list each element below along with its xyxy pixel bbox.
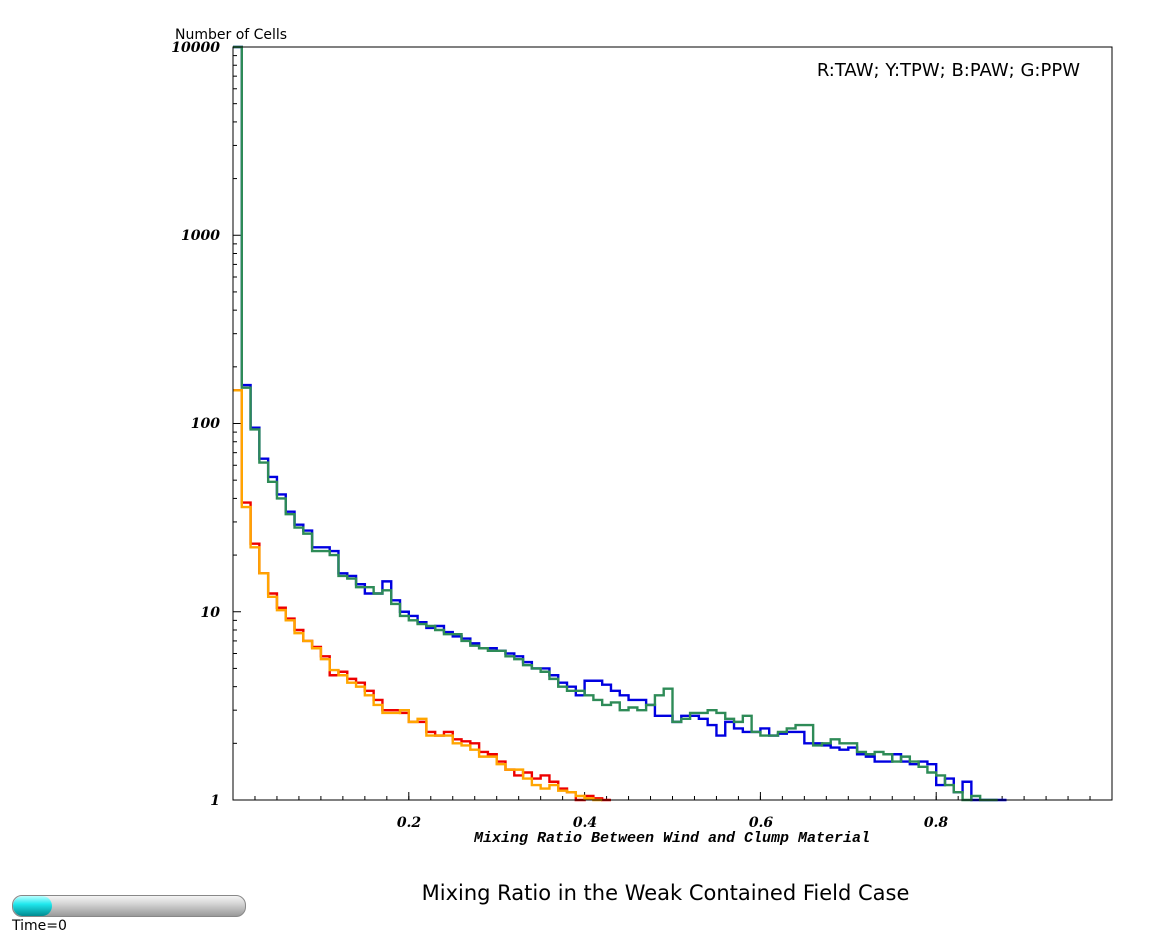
x-tick-label-0.2: 0.2 <box>397 815 422 831</box>
minor-ticks <box>233 55 1091 800</box>
y-tick-label-100: 100 <box>191 416 220 432</box>
time-slider[interactable] <box>12 895 246 917</box>
x-tick-label-0.6: 0.6 <box>749 815 774 831</box>
y-tick-label-1: 1 <box>210 793 220 809</box>
x-tick-label-0.8: 0.8 <box>924 815 949 831</box>
series-taw-line <box>233 389 611 802</box>
x-tick-label-0.4: 0.4 <box>573 815 597 831</box>
chart-title: Mixing Ratio in the Weak Contained Field… <box>421 881 910 905</box>
series-tpw-line <box>233 389 603 802</box>
y-tick-label-10000: 10000 <box>171 40 220 56</box>
y-tick-label-1000: 1000 <box>181 228 220 244</box>
series-ppw-line <box>233 45 998 802</box>
y-tick-label-10: 10 <box>201 605 221 621</box>
time-label: Time=0 <box>12 918 67 934</box>
y-tick-labels: 10000 1000 100 10 1 <box>171 40 220 809</box>
y-axis-title: Number of Cells <box>175 27 287 43</box>
series-paw-line <box>233 45 1007 802</box>
series-group <box>233 45 1007 802</box>
plot-frame <box>232 46 1113 801</box>
x-tick-labels: 0.2 0.4 0.6 0.8 <box>397 815 949 831</box>
time-slider-fill <box>13 896 53 916</box>
legend-text: R:TAW; Y:TPW; B:PAW; G:PPW <box>817 60 1080 81</box>
x-axis-title: Mixing Ratio Between Wind and Clump Mate… <box>473 830 870 847</box>
